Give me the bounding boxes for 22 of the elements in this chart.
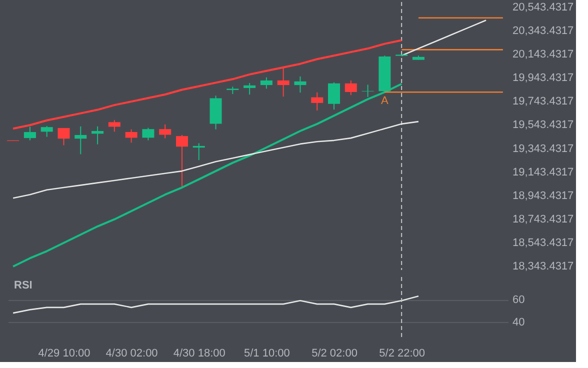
y-tick-label: 18,343.4317 (512, 260, 574, 273)
y-tick-label: 19,943.4317 (512, 72, 574, 84)
x-tick-label: 4/29 10:00 (38, 348, 90, 360)
y-tick-label: 18,743.4317 (512, 213, 574, 226)
chart-title: RSI (14, 280, 32, 292)
y-tick-label: 19,743.4317 (512, 96, 574, 108)
x-tick-label: 5/2 02:00 (312, 348, 358, 360)
y-tick-label: 20,143.4317 (512, 48, 574, 61)
y-tick-label: 60 (512, 294, 525, 306)
y-tick-label: 18,943.4317 (512, 190, 574, 202)
x-tick-label: 5/1 10:00 (244, 348, 290, 360)
annotation: A (381, 95, 390, 108)
y-tick-label: 19,143.4317 (512, 166, 574, 178)
x-tick-label: 4/30 02:00 (106, 348, 158, 360)
x-tick-label: 4/30 18:00 (173, 348, 226, 360)
y-tick-label: 18,543.4317 (512, 237, 574, 249)
y-tick-label: 20,543.4317 (512, 1, 574, 14)
y-tick-label: 19,543.4317 (512, 119, 574, 132)
y-tick-label: 40 (512, 316, 525, 329)
y-tick-label: 20,343.4317 (512, 24, 574, 37)
x-tick-label: 5/2 22:00 (379, 348, 426, 360)
y-tick-label: 19,343.4317 (512, 142, 574, 155)
